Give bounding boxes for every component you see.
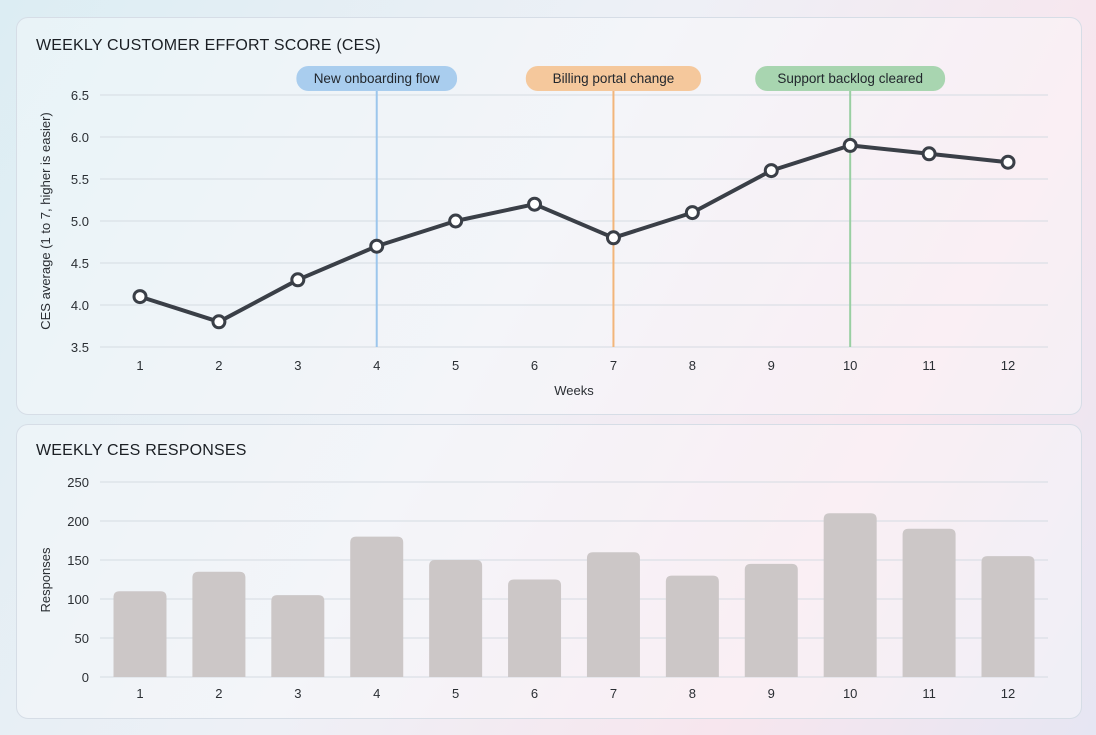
- y-tick-label: 100: [67, 592, 89, 607]
- y-tick-label: 3.5: [71, 340, 89, 355]
- x-tick-label: 9: [768, 358, 775, 373]
- x-tick-label: 5: [452, 686, 459, 701]
- data-point: [684, 205, 700, 221]
- x-tick-label: 10: [843, 358, 857, 373]
- data-point: [605, 230, 621, 246]
- x-tick-label: 8: [689, 686, 696, 701]
- y-axis-label: CES average (1 to 7, higher is easier): [38, 112, 53, 330]
- x-axis-label: Weeks: [554, 383, 594, 398]
- bar: [350, 536, 404, 677]
- data-point: [369, 238, 385, 254]
- annotation-label: New onboarding flow: [314, 71, 440, 86]
- annotation-badge: [525, 66, 702, 91]
- x-tick-label: 4: [373, 358, 380, 373]
- bar: [823, 513, 877, 677]
- x-tick-label: 8: [689, 358, 696, 373]
- y-tick-label: 5.0: [71, 214, 89, 229]
- y-tick-label: 5.5: [71, 172, 89, 187]
- responses-chart-title: WEEKLY CES RESPONSES: [36, 442, 247, 459]
- annotation-label: Billing portal change: [553, 71, 675, 86]
- ces-chart-title: WEEKLY CUSTOMER EFFORT SCORE (CES): [36, 37, 381, 54]
- y-tick-label: 4.0: [71, 298, 89, 313]
- bar: [429, 560, 483, 677]
- x-tick-label: 9: [768, 686, 775, 701]
- x-tick-label: 4: [373, 686, 380, 701]
- x-tick-label: 11: [922, 686, 936, 701]
- bar: [508, 579, 562, 677]
- data-point: [1000, 154, 1016, 170]
- y-tick-label: 0: [82, 670, 89, 685]
- bar: [665, 575, 719, 677]
- x-tick-label: 1: [136, 358, 143, 373]
- x-tick-label: 3: [294, 358, 301, 373]
- data-point: [132, 289, 148, 305]
- y-tick-label: 250: [67, 475, 89, 490]
- ces-line: [139, 143, 1009, 324]
- x-tick-label: 3: [294, 686, 301, 701]
- data-point: [527, 196, 543, 212]
- data-point: [842, 137, 858, 153]
- x-tick-label: 11: [922, 358, 936, 373]
- data-point: [448, 213, 464, 229]
- bar: [271, 595, 325, 677]
- annotation-badge: [296, 66, 458, 91]
- x-tick-label: 2: [215, 358, 222, 373]
- bar: [192, 571, 246, 677]
- bar: [744, 563, 798, 677]
- x-tick-label: 10: [843, 686, 857, 701]
- y-tick-label: 4.5: [71, 256, 89, 271]
- x-tick-label: 12: [1001, 686, 1015, 701]
- x-tick-label: 1: [136, 686, 143, 701]
- data-point: [211, 314, 227, 330]
- x-tick-label: 7: [610, 686, 617, 701]
- data-point: [763, 163, 779, 179]
- data-point: [290, 272, 306, 288]
- x-tick-label: 5: [452, 358, 459, 373]
- y-axis-label: Responses: [38, 547, 53, 613]
- y-tick-label: 150: [67, 553, 89, 568]
- x-tick-label: 2: [215, 686, 222, 701]
- y-tick-label: 50: [75, 631, 89, 646]
- bar: [902, 528, 956, 677]
- bar: [981, 556, 1035, 677]
- x-tick-label: 6: [531, 686, 538, 701]
- annotation-badge: [755, 66, 946, 91]
- bar: [113, 591, 167, 677]
- y-tick-label: 200: [67, 514, 89, 529]
- data-point: [921, 146, 937, 162]
- x-tick-label: 7: [610, 358, 617, 373]
- y-tick-label: 6.0: [71, 130, 89, 145]
- x-tick-label: 6: [531, 358, 538, 373]
- y-tick-label: 6.5: [71, 88, 89, 103]
- bar: [586, 552, 640, 677]
- x-tick-label: 12: [1001, 358, 1015, 373]
- annotation-label: Support backlog cleared: [777, 71, 923, 86]
